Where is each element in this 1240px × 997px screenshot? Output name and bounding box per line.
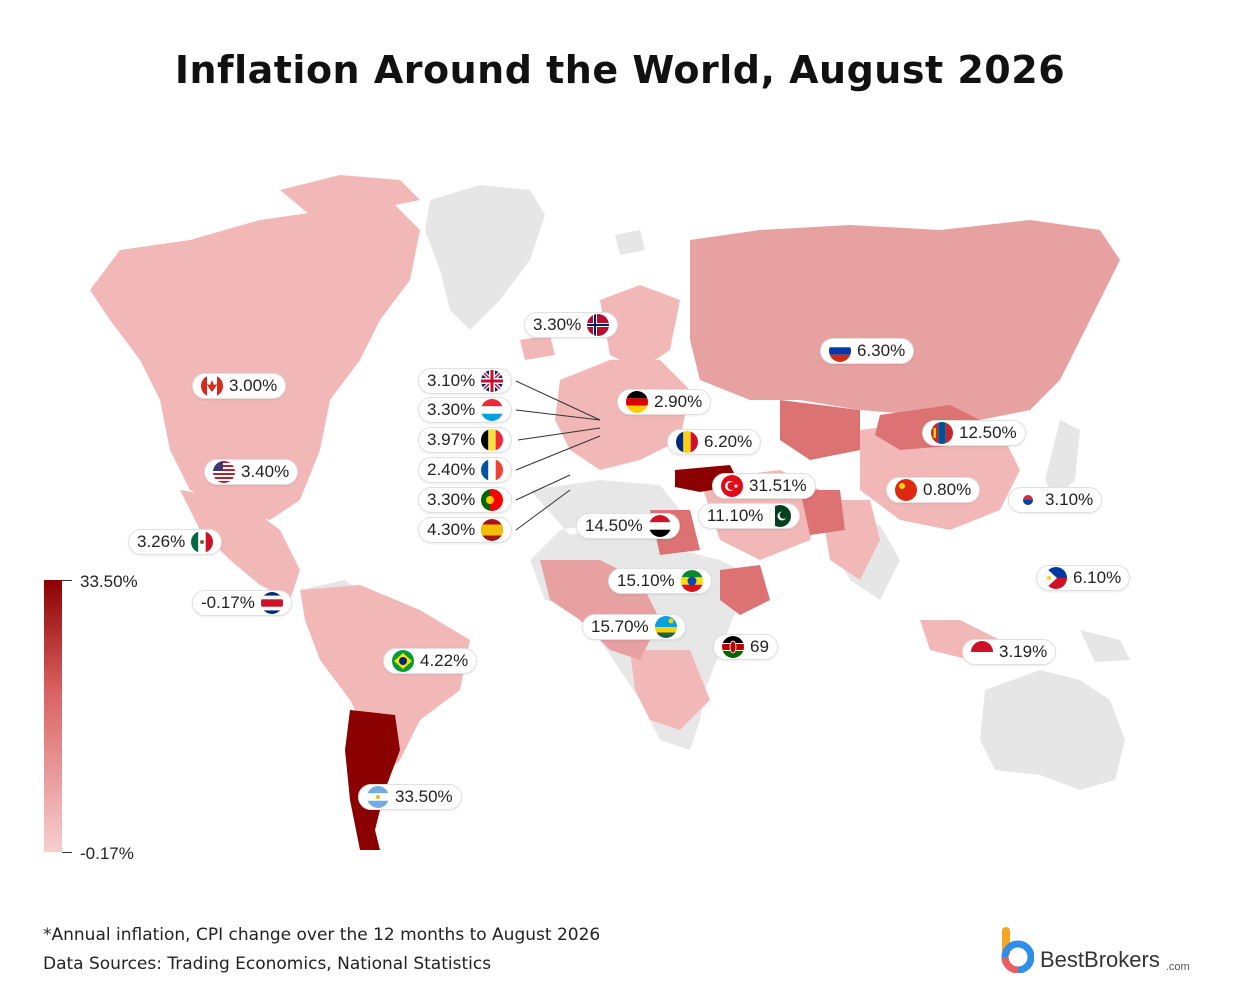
canada-flag xyxy=(201,375,223,397)
label-pakistan: 11.10% xyxy=(698,503,801,529)
legend-min-label: -0.17% xyxy=(80,844,134,863)
brand-logo: BestBrokers .com xyxy=(1000,927,1190,973)
label-luxembourg: 3.30% xyxy=(418,397,513,423)
mongolia-flag xyxy=(931,422,953,444)
brand-name: BestBrokers xyxy=(1040,947,1160,972)
footnote: *Annual inflation, CPI change over the 1… xyxy=(43,925,601,945)
australia xyxy=(980,670,1125,790)
label-costarica: -0.17% xyxy=(192,590,292,616)
ethiopia-flag xyxy=(680,570,703,592)
legend-tick-min xyxy=(62,852,72,853)
iceland xyxy=(520,335,555,360)
mexico-central xyxy=(180,490,300,600)
label-russia: 6.30% xyxy=(820,338,915,364)
legend-max-label: 33.50% xyxy=(80,572,138,591)
usa-flag xyxy=(213,461,235,483)
leader-lines xyxy=(515,380,601,531)
uk-flag xyxy=(481,370,504,392)
north-america xyxy=(90,200,420,520)
canada-islands xyxy=(280,175,420,215)
philippines-flag xyxy=(1045,567,1067,589)
label-argentina: 33.50% xyxy=(358,784,462,810)
label-indonesia: 3.19% xyxy=(962,639,1057,665)
brand-domain: .com xyxy=(1165,961,1190,973)
south-america xyxy=(300,585,470,780)
korea-flag xyxy=(1017,489,1039,511)
ethiopia xyxy=(720,565,770,615)
label-usa: 3.40% xyxy=(204,459,299,485)
china-flag xyxy=(895,479,917,501)
label-germany: 2.90% xyxy=(617,389,712,415)
data-sources: Data Sources: Trading Economics, Nationa… xyxy=(43,954,492,974)
label-turkey: 31.51% xyxy=(712,473,816,499)
russia xyxy=(690,220,1120,420)
spain-flag xyxy=(481,519,504,541)
france-flag xyxy=(481,459,504,481)
label-korea: 3.10% xyxy=(1008,487,1103,513)
new-guinea-grey xyxy=(1080,630,1130,662)
turkey-flag xyxy=(721,475,743,497)
label-belgium: 3.97% xyxy=(418,427,513,453)
pakistan-flag xyxy=(769,505,792,527)
central-asia xyxy=(780,400,860,460)
argentina xyxy=(345,710,400,850)
mexico-flag xyxy=(191,531,214,553)
label-philippines: 6.10% xyxy=(1036,565,1131,591)
label-portugal: 3.30% xyxy=(418,487,513,513)
portugal-flag xyxy=(481,489,504,511)
bestbrokers-logo-icon xyxy=(1001,927,1034,973)
germany-flag xyxy=(626,391,648,413)
label-canada: 3.00% xyxy=(192,373,287,399)
europe xyxy=(555,360,690,470)
pakistan xyxy=(800,490,845,535)
belgium-flag xyxy=(481,429,504,451)
rwanda-flag xyxy=(654,616,677,638)
indonesia-flag xyxy=(971,641,993,663)
label-spain: 4.30% xyxy=(418,517,513,543)
kenya-flag xyxy=(722,636,744,658)
label-china: 0.80% xyxy=(886,477,981,503)
map-title: Inflation Around the World, August 2026 xyxy=(174,48,1066,92)
label-romania: 6.20% xyxy=(667,429,762,455)
label-egypt: 14.50% xyxy=(576,513,680,539)
costarica-flag xyxy=(260,592,283,614)
norway-flag xyxy=(587,314,610,336)
southern-africa xyxy=(630,650,710,730)
label-uk: 3.10% xyxy=(418,368,513,394)
legend-gradient-bar xyxy=(44,580,62,852)
egypt-flag xyxy=(648,515,671,537)
label-mexico: 3.26% xyxy=(128,529,223,555)
label-ethiopia: 15.10% xyxy=(608,568,712,594)
greenland xyxy=(425,185,545,330)
legend-tick-max xyxy=(62,580,72,581)
label-norway: 3.30% xyxy=(524,312,619,338)
label-kenya: 69 xyxy=(713,634,778,660)
luxembourg-flag xyxy=(481,399,504,421)
label-mongolia: 12.50% xyxy=(922,420,1026,446)
japan-grey xyxy=(1045,420,1080,500)
brazil-flag xyxy=(392,650,414,672)
argentina-flag xyxy=(367,786,389,808)
label-brazil: 4.22% xyxy=(383,648,478,674)
romania-flag xyxy=(676,431,698,453)
label-france: 2.40% xyxy=(418,457,513,483)
scandinavia xyxy=(600,285,680,370)
svalbard-grey xyxy=(615,230,645,255)
russia-flag xyxy=(829,340,851,362)
label-rwanda: 15.70% xyxy=(582,614,686,640)
